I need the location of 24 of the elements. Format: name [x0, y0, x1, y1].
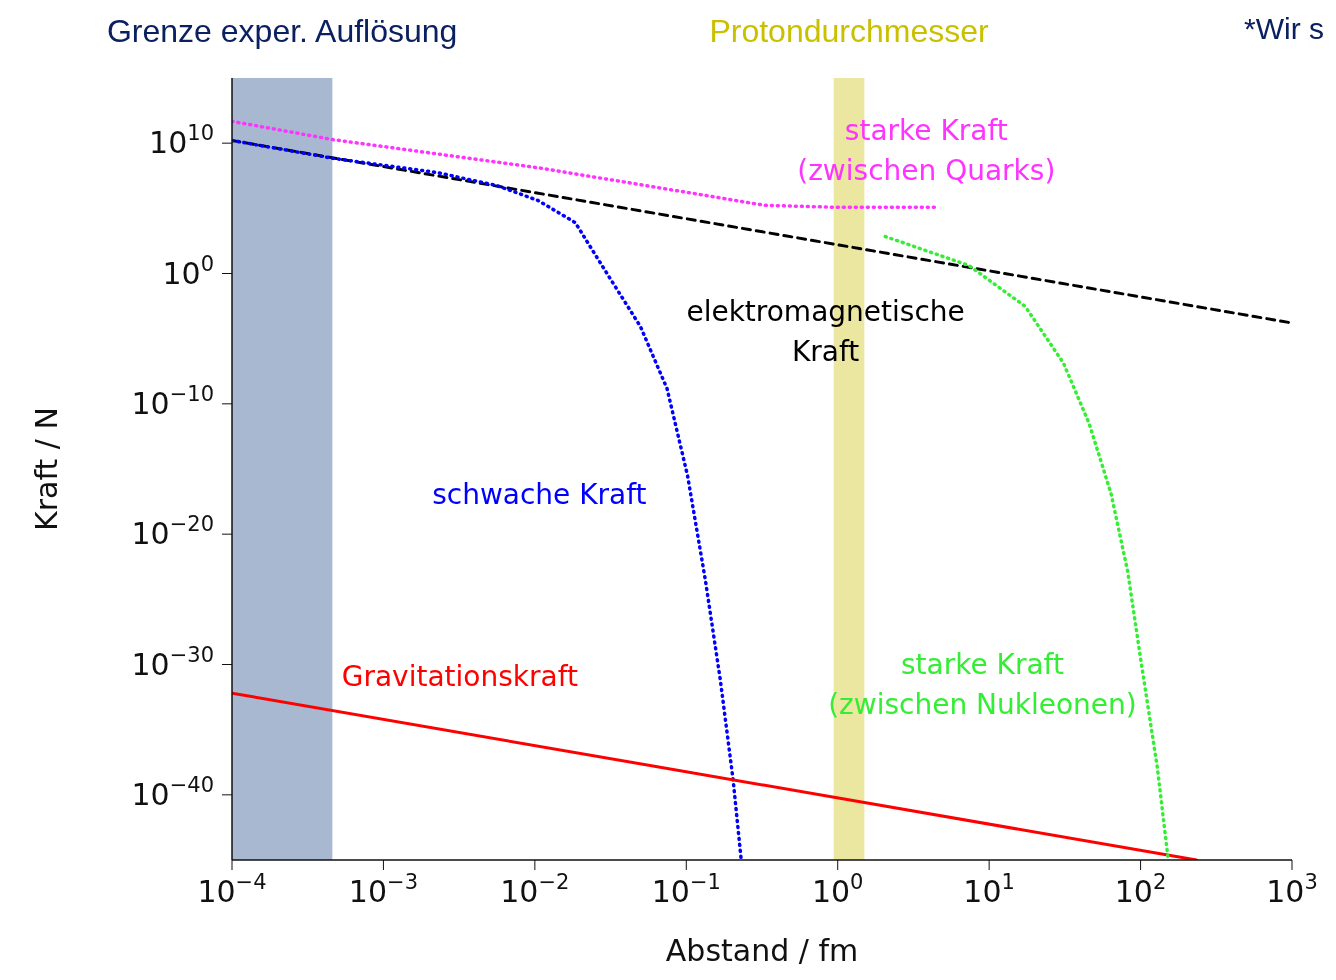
- series-label: Gravitationskraft: [341, 659, 579, 693]
- x-tick-label: 10$^{−1}$: [651, 870, 721, 909]
- x-tick-label: 10$^{1}$: [963, 870, 1015, 909]
- band-label: Protondurchmesser: [709, 13, 989, 49]
- x-tick-label: 10$^{2}$: [1114, 870, 1167, 909]
- series-label: starke Kraft (zwischen Quarks): [797, 113, 1056, 187]
- series-label: elektromagnetische Kraft: [686, 294, 965, 368]
- y-tick-label: 10$^{−10}$: [131, 382, 214, 421]
- y-tick-label: 10$^{0}$: [162, 251, 214, 291]
- series-label: starke Kraft (zwischen Nukleonen): [828, 648, 1137, 722]
- x-tick-label: 10$^{0}$: [811, 870, 864, 909]
- x-axis-title: Abstand / fm: [665, 933, 859, 968]
- text: *Wir s: [1244, 12, 1324, 46]
- y-tick-label: 10$^{−20}$: [131, 512, 214, 552]
- band-label: Grenze exper. Auflösung: [106, 13, 458, 49]
- y-axis-title: Kraft / N: [28, 407, 64, 531]
- x-tick-label: 10$^{−4}$: [197, 870, 267, 909]
- y-tick-label: 10$^{10}$: [149, 121, 214, 161]
- series-label: schwache Kraft: [432, 478, 647, 512]
- x-tick-label: 10$^{−3}$: [348, 870, 419, 909]
- x-tick-label: 10$^{−2}$: [500, 870, 570, 909]
- y-tick-label: 10$^{−30}$: [131, 642, 214, 682]
- y-tick-label: 10$^{−40}$: [131, 773, 214, 812]
- x-tick-label: 10$^{3}$: [1266, 870, 1318, 909]
